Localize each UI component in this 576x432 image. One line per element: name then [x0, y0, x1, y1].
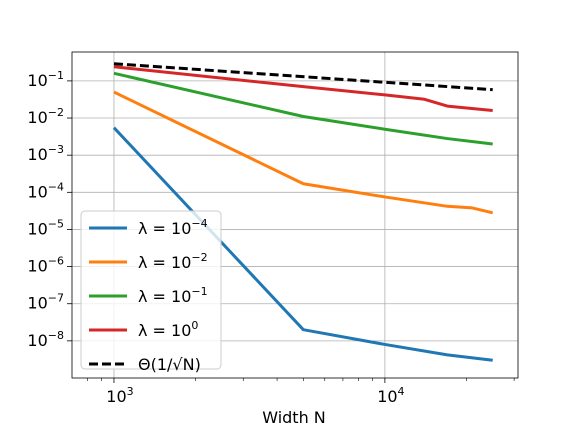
y-tick-label: 10−5 [27, 217, 64, 238]
x-tick-label: 104 [377, 385, 404, 406]
y-tick-label: 10−2 [27, 106, 64, 127]
series-line-0 [112, 126, 493, 362]
plot-frame [71, 51, 519, 379]
legend-label-3: λ = 100 [138, 319, 198, 340]
x-tick-label: 103 [106, 385, 133, 406]
series-line-4 [113, 62, 493, 92]
legend-label-0: λ = 10−4 [138, 217, 208, 238]
y-tick-label: 10−3 [27, 143, 64, 164]
legend-label-4: Θ(1/√N) [138, 355, 201, 374]
y-tick-label: 10−6 [27, 255, 64, 276]
y-tick-label: 10−1 [27, 69, 64, 90]
legend-label-1: λ = 10−2 [138, 251, 208, 272]
y-tick-label: 10−8 [27, 329, 64, 350]
y-tick-label: 10−7 [27, 292, 64, 313]
legend: λ = 10−4 λ = 10−2 λ = 10−1 λ = 100 Θ(1/√N) [80, 210, 222, 374]
series-line-2 [113, 71, 493, 146]
series-line-1 [113, 90, 494, 215]
legend-label-2: λ = 10−1 [138, 285, 208, 306]
y-tick-label: 10−4 [27, 180, 64, 201]
x-axis-label: Width N [262, 408, 326, 427]
series-line-3 [113, 65, 493, 112]
